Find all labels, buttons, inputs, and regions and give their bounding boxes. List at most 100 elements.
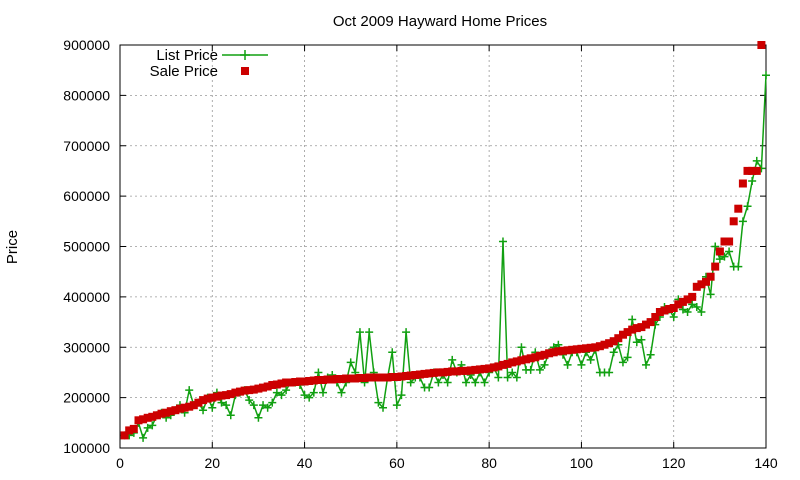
y-axis-label: Price (4, 230, 21, 264)
sale-price-point (489, 363, 498, 372)
sale-price-point (263, 382, 272, 391)
sale-price-point (143, 413, 152, 422)
sale-price-point (309, 376, 318, 385)
sale-price-point (286, 378, 295, 387)
sale-price-point (526, 354, 535, 363)
sale-price-point (139, 415, 148, 424)
sale-price-point (342, 374, 351, 383)
sale-price-point (332, 375, 341, 383)
sale-price-point (420, 369, 429, 378)
sale-price-point (402, 372, 411, 380)
sale-price-point (697, 280, 706, 289)
sale-price-point (268, 381, 277, 389)
sale-price-point (535, 351, 544, 360)
sale-price-point (379, 373, 387, 382)
list-price-point (711, 242, 720, 251)
list-price-point (762, 71, 770, 80)
sale-price-point (471, 365, 480, 374)
sale-price-point (406, 371, 415, 380)
sale-price-point (711, 262, 720, 271)
list-price-point (646, 350, 655, 359)
sale-price-point (738, 179, 747, 188)
sale-price-point (522, 355, 531, 364)
sale-price-point (669, 304, 678, 312)
list-price-line (124, 75, 767, 441)
list-price-point (462, 378, 471, 387)
list-price-point (148, 421, 157, 430)
list-price-point (697, 307, 706, 316)
sale-price-point (540, 350, 549, 359)
sale-price-point (392, 373, 401, 381)
y-tick-label: 800000 (63, 87, 110, 103)
sale-price-point (189, 401, 198, 410)
sale-price-point (545, 349, 554, 358)
sale-price-point (642, 320, 650, 329)
sale-price-point (162, 408, 171, 417)
list-price-point (277, 391, 286, 400)
y-tick-label: 500000 (63, 239, 110, 255)
sale-price-point (591, 343, 600, 352)
list-price-point (346, 358, 355, 367)
list-price-point (725, 247, 734, 256)
sale-price-point (208, 393, 217, 402)
sale-price-point (475, 365, 484, 374)
sale-price-point (563, 346, 572, 355)
sale-price-point (748, 166, 757, 175)
sale-price-point (365, 373, 374, 382)
list-price-point (199, 406, 208, 415)
sale-price-point (180, 403, 189, 412)
list-price-point (392, 401, 401, 410)
sale-price-point (222, 391, 231, 400)
list-price-point (628, 315, 637, 324)
list-price-point (185, 386, 194, 395)
y-tick-label: 100000 (63, 440, 110, 456)
sale-price-point (466, 366, 475, 375)
sale-price-point (572, 345, 581, 354)
list-price-point (535, 365, 544, 374)
sale-price-point (429, 368, 438, 377)
sale-price-point (240, 386, 249, 395)
y-tick-label: 400000 (63, 289, 110, 305)
list-price-point (623, 353, 632, 362)
sale-price-point (503, 359, 512, 368)
sale-price-point (328, 375, 337, 384)
sale-price-point (480, 364, 489, 373)
list-price-point (388, 348, 397, 357)
list-price-point (748, 177, 757, 186)
sale-price-point (517, 356, 526, 365)
sale-price-point (166, 407, 175, 416)
sale-price-point (369, 373, 378, 382)
sale-price-point (743, 166, 752, 175)
sale-price-point (314, 376, 323, 384)
sale-price-point (226, 390, 235, 399)
list-price-point (254, 413, 263, 422)
list-price-point (379, 403, 388, 412)
sale-price-point (577, 344, 586, 353)
list-price-point (309, 388, 318, 397)
sale-price-point (152, 411, 161, 420)
sale-price-point (660, 306, 669, 315)
sale-price-point (134, 416, 143, 425)
list-price-point (249, 401, 258, 410)
list-price-point (448, 355, 457, 364)
sale-price-point (655, 308, 664, 316)
sale-price-point (485, 364, 494, 373)
list-price-point (632, 338, 641, 347)
sale-price-point (595, 342, 604, 351)
x-tick-label: 40 (297, 455, 313, 471)
sale-price-point (397, 372, 406, 381)
list-price-point (605, 368, 614, 377)
list-price-point (540, 360, 549, 369)
list-price-point (563, 360, 572, 369)
sale-price-point (319, 376, 327, 384)
list-price-point (282, 386, 291, 395)
sale-price-point (272, 380, 281, 389)
sale-price-point (559, 346, 567, 355)
list-price-point (642, 360, 651, 369)
sale-price-point (148, 412, 157, 421)
list-price-point (337, 388, 346, 397)
list-price-point (305, 393, 314, 402)
sale-price-point (651, 313, 660, 321)
list-price-point (692, 302, 701, 311)
sale-price-point (374, 373, 383, 382)
